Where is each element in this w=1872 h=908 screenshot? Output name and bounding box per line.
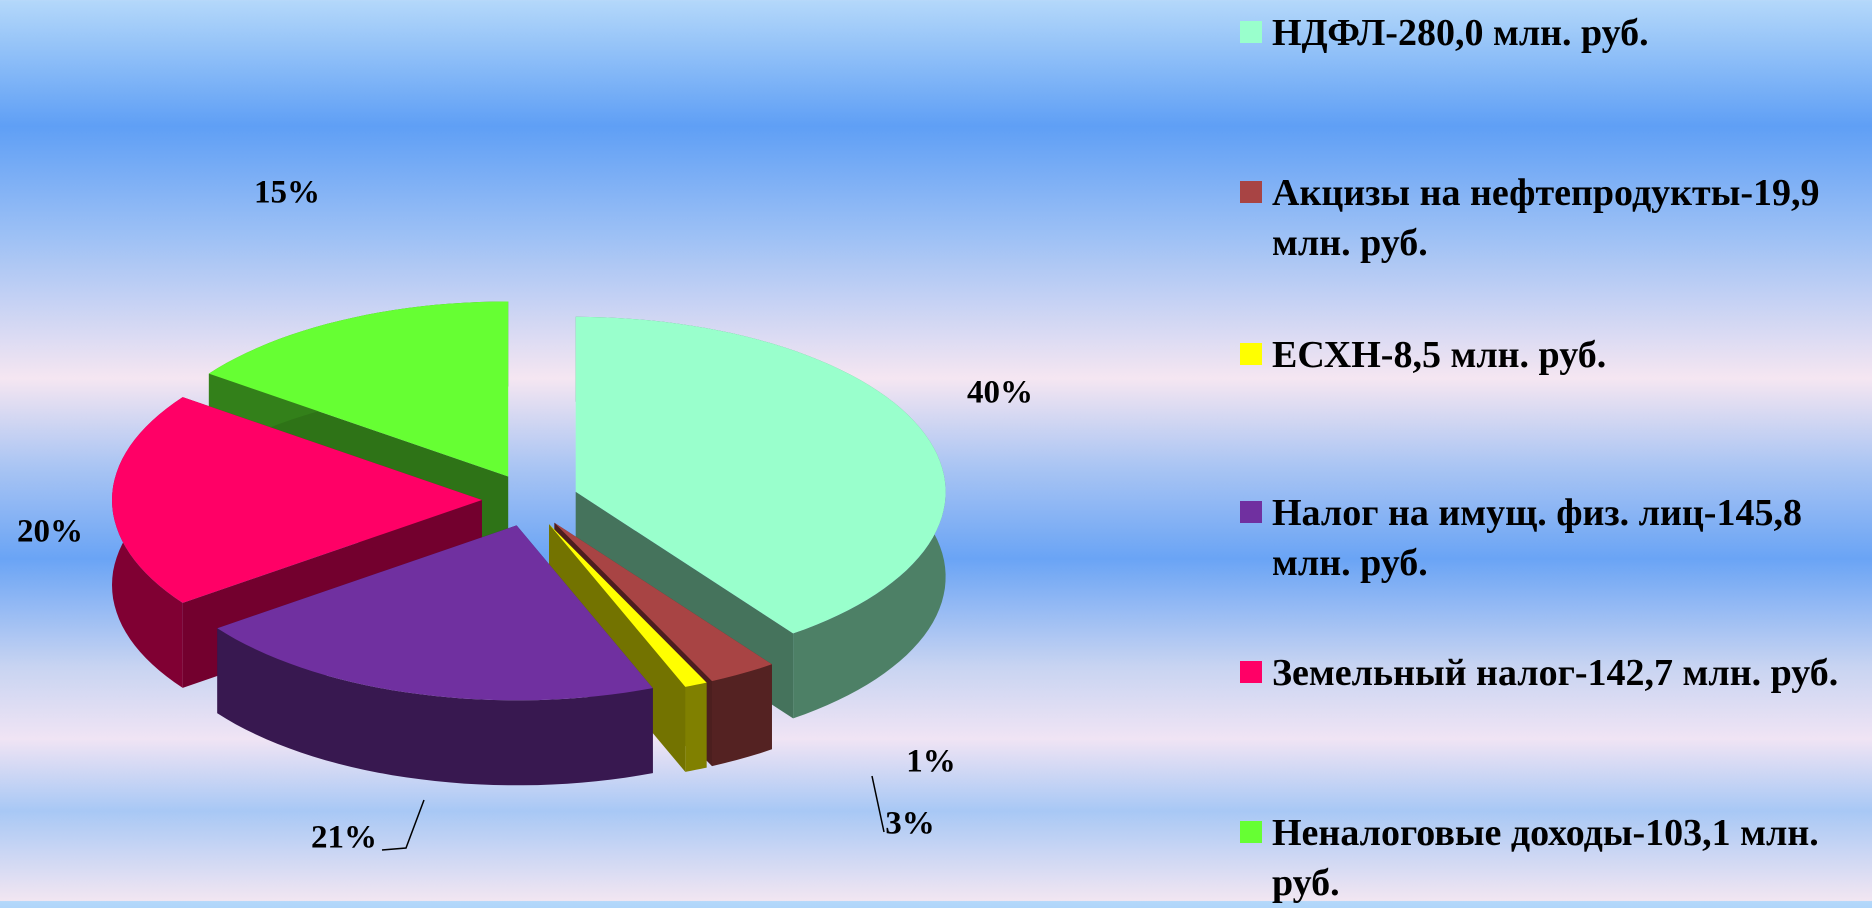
- slice-side: [712, 664, 772, 767]
- slice: [112, 397, 482, 603]
- legend-label: НДФЛ-280,0 млн. руб.: [1272, 12, 1649, 54]
- legend-swatch: [1240, 181, 1262, 203]
- value-label: 3%: [885, 806, 935, 842]
- slice: [217, 525, 653, 701]
- slice: [549, 524, 707, 687]
- slice-side: [685, 682, 707, 772]
- value-label: 21%: [311, 820, 377, 856]
- legend-label: Налог на имущ. физ. лиц-145,8 млн. руб.: [1272, 492, 1802, 584]
- legend-label: ЕСХН-8,5 млн. руб.: [1272, 334, 1607, 376]
- legend-swatch: [1240, 343, 1262, 365]
- legend-swatch: [1240, 661, 1262, 683]
- leader-line: [871, 775, 885, 833]
- leader-line: [381, 799, 425, 851]
- slice: [575, 316, 946, 634]
- legend-label: Земельный налог-142,7 млн. руб.: [1272, 652, 1839, 694]
- legend-item: Земельный налог-142,7 млн. руб.: [1240, 648, 1870, 698]
- legend-swatch: [1240, 21, 1262, 43]
- legend-item: Неналоговые доходы-103,1 млн. руб.: [1240, 808, 1870, 908]
- legend-label: Акцизы на нефтепродукты-19,9 млн. руб.: [1272, 172, 1820, 264]
- legend-item: Налог на имущ. физ. лиц-145,8 млн. руб.: [1240, 488, 1870, 588]
- legend-item: НДФЛ-280,0 млн. руб.: [1240, 8, 1870, 58]
- value-label: 15%: [254, 175, 320, 211]
- value-label: 40%: [967, 375, 1033, 411]
- slice-side: [217, 628, 653, 786]
- slice: [208, 301, 509, 477]
- legend-item: ЕСХН-8,5 млн. руб.: [1240, 330, 1870, 380]
- legend-swatch: [1240, 501, 1262, 523]
- legend-item: Акцизы на нефтепродукты-19,9 млн. руб.: [1240, 168, 1870, 268]
- legend-swatch: [1240, 821, 1262, 843]
- value-label: 20%: [17, 514, 83, 550]
- legend-label: Неналоговые доходы-103,1 млн. руб.: [1272, 812, 1819, 904]
- slice: [554, 522, 772, 682]
- value-label: 1%: [906, 744, 956, 780]
